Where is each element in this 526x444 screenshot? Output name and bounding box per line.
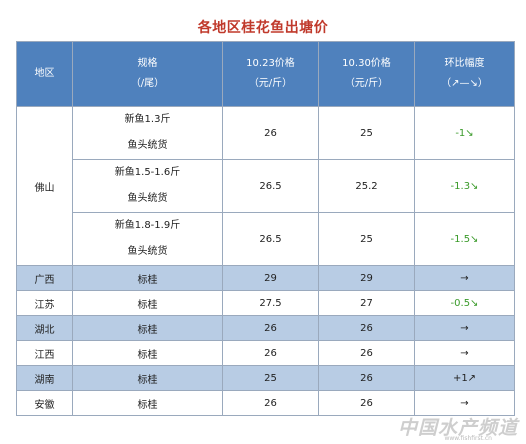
watermark-logo: 中国水产频道: [397, 417, 518, 439]
header-spec: 规格 （/尾）: [72, 41, 223, 107]
change-cell: →: [414, 265, 515, 291]
page-title: 各地区桂花鱼出塘价: [197, 20, 329, 36]
table-header: 地区 规格 （/尾） 10.23价格 （元/斤） 10.30价格 （元/斤） 环比幅度…: [16, 41, 515, 107]
change-cell: -1.3↘: [414, 159, 515, 213]
spec-cell: 新鱼1.8-1.9斤 鱼头统货: [72, 212, 223, 266]
region-cell: 湖北: [16, 315, 73, 341]
price-1023-cell: 26.5: [222, 159, 319, 213]
price-1030-cell: 27: [318, 290, 415, 316]
price-table: 地区 规格 （/尾） 10.23价格 （元/斤） 10.30价格 （元/斤） 环比幅度…: [16, 41, 515, 416]
price-1030-cell: 26: [318, 315, 415, 341]
table-row: 湖南 标桂 25 26 +1↗: [16, 365, 515, 391]
price-1023-cell: 27.5: [222, 290, 319, 316]
table-row: 佛山 新鱼1.3斤 鱼头统货 26 25 -1↘: [16, 106, 515, 266]
price-1030-cell: 25.2: [318, 159, 415, 213]
change-cell: →: [414, 390, 515, 416]
region-cell: 湖南: [16, 365, 73, 391]
change-cell: →: [414, 315, 515, 341]
table-row: 安徽 标桂 26 26 →: [16, 390, 515, 416]
price-1023-cell: 26: [222, 390, 319, 416]
region-cell: 江西: [16, 340, 73, 366]
spec-cell: 新鱼1.3斤 鱼头统货: [72, 106, 223, 160]
region-cell: 江苏: [16, 290, 73, 316]
price-1023-cell: 25: [222, 365, 319, 391]
price-1023-cell: 29: [222, 265, 319, 291]
header-price-1030: 10.30价格 （元/斤）: [318, 41, 415, 107]
header-region: 地区: [16, 41, 73, 107]
price-1023-cell: 26: [222, 340, 319, 366]
spec-cell: 标桂: [72, 340, 223, 366]
watermark-url: www.fishfirst.cn: [444, 435, 492, 442]
region-cell: 安徽: [16, 390, 73, 416]
header-price-1023: 10.23价格 （元/斤）: [222, 41, 319, 107]
price-1023-cell: 26.5: [222, 212, 319, 266]
spec-cell: 新鱼1.5-1.6斤 鱼头统货: [72, 159, 223, 213]
price-1030-cell: 29: [318, 265, 415, 291]
table-row: 新鱼1.5-1.6斤 鱼头统货 26.5 25.2 -1.3↘: [17, 159, 515, 213]
region-cell: 广西: [16, 265, 73, 291]
price-1030-cell: 26: [318, 365, 415, 391]
table-row: 广西 标桂 29 29 →: [16, 265, 515, 291]
header-change: 环比幅度 （↗—↘）: [414, 41, 515, 107]
spec-cell: 标桂: [72, 265, 223, 291]
price-1030-cell: 25: [318, 106, 415, 160]
spec-cell: 标桂: [72, 365, 223, 391]
change-cell: +1↗: [414, 365, 515, 391]
price-1023-cell: 26: [222, 106, 319, 160]
price-1030-cell: 26: [318, 390, 415, 416]
change-cell: -1↘: [414, 106, 515, 160]
price-1030-cell: 26: [318, 340, 415, 366]
price-1030-cell: 25: [318, 212, 415, 266]
table-row: 湖北 标桂 26 26 →: [16, 315, 515, 341]
spec-cell: 标桂: [72, 315, 223, 341]
change-cell: →: [414, 340, 515, 366]
table-row: 江西 标桂 26 26 →: [16, 340, 515, 366]
change-cell: -1.5↘: [414, 212, 515, 266]
price-1023-cell: 26: [222, 315, 319, 341]
change-cell: -0.5↘: [414, 290, 515, 316]
spec-cell: 标桂: [72, 390, 223, 416]
table-row: 江苏 标桂 27.5 27 -0.5↘: [16, 290, 515, 316]
spec-cell: 标桂: [72, 290, 223, 316]
table-row: 新鱼1.8-1.9斤 鱼头统货 26.5 25 -1.5↘: [17, 212, 515, 266]
region-cell-foshan: 佛山: [16, 106, 73, 266]
